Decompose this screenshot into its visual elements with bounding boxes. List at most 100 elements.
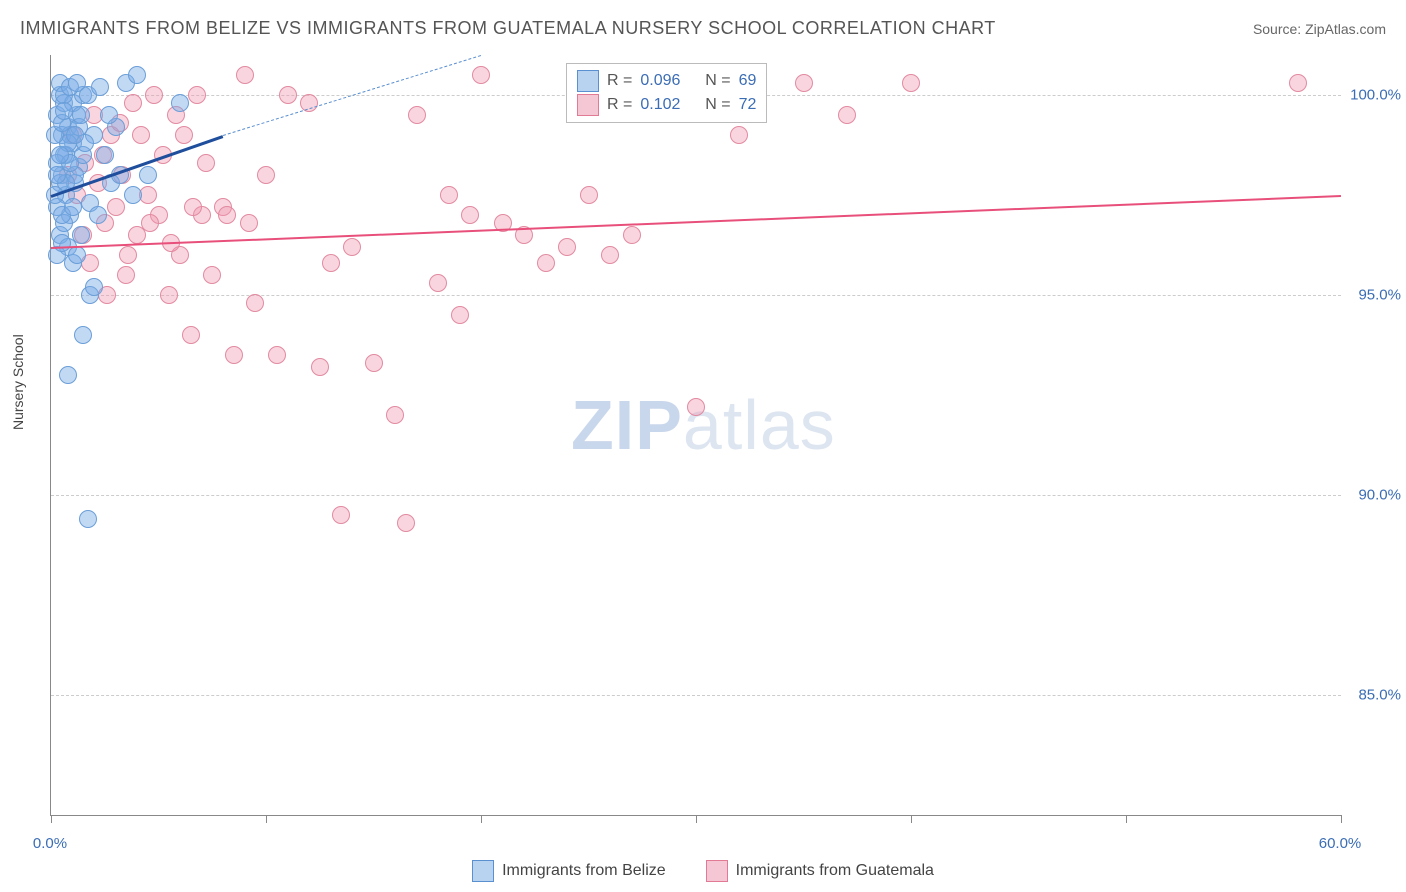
scatter-point	[687, 398, 705, 416]
r-value: 0.102	[640, 96, 680, 114]
scatter-point	[100, 106, 118, 124]
scatter-point	[558, 238, 576, 256]
scatter-point	[440, 186, 458, 204]
scatter-point	[119, 246, 137, 264]
scatter-point	[141, 214, 159, 232]
x-tick	[1126, 815, 1127, 823]
scatter-point	[902, 74, 920, 92]
scatter-point	[124, 94, 142, 112]
legend-swatch	[577, 70, 599, 92]
scatter-point	[322, 254, 340, 272]
scatter-point	[365, 354, 383, 372]
y-axis-label: Nursery School	[10, 334, 26, 430]
x-tick	[266, 815, 267, 823]
scatter-point	[72, 106, 90, 124]
r-label: R =	[607, 96, 632, 114]
scatter-point	[188, 86, 206, 104]
scatter-point	[132, 126, 150, 144]
scatter-point	[601, 246, 619, 264]
scatter-point	[397, 514, 415, 532]
x-tick	[696, 815, 697, 823]
scatter-point	[91, 78, 109, 96]
legend-swatch	[472, 860, 494, 882]
x-tick	[51, 815, 52, 823]
y-tick-label: 90.0%	[1358, 487, 1401, 504]
scatter-point	[236, 66, 254, 84]
scatter-point	[730, 126, 748, 144]
plot-area: ZIPatlas 85.0%90.0%95.0%100.0%	[50, 55, 1341, 816]
scatter-point	[795, 74, 813, 92]
scatter-point	[53, 234, 71, 252]
scatter-point	[268, 346, 286, 364]
scatter-point	[68, 246, 86, 264]
scatter-point	[64, 198, 82, 216]
legend-swatch	[706, 860, 728, 882]
scatter-point	[240, 214, 258, 232]
scatter-point	[1289, 74, 1307, 92]
scatter-point	[79, 510, 97, 528]
scatter-point	[623, 226, 641, 244]
scatter-point	[279, 86, 297, 104]
scatter-point	[537, 254, 555, 272]
gridline-h	[51, 295, 1341, 296]
n-value: 69	[739, 72, 757, 90]
n-label: N =	[705, 96, 730, 114]
scatter-point	[203, 266, 221, 284]
legend-label: Immigrants from Guatemala	[736, 862, 934, 880]
legend-row: R = 0.096 N = 69	[577, 70, 756, 92]
legend-item: Immigrants from Belize	[472, 860, 666, 882]
scatter-point	[85, 278, 103, 296]
r-label: R =	[607, 72, 632, 90]
y-tick-label: 100.0%	[1350, 87, 1401, 104]
scatter-point	[184, 198, 202, 216]
scatter-point	[246, 294, 264, 312]
x-tick	[911, 815, 912, 823]
scatter-point	[461, 206, 479, 224]
scatter-point	[72, 226, 90, 244]
source-label: Source: ZipAtlas.com	[1253, 21, 1386, 37]
x-tick-label: 0.0%	[33, 835, 67, 852]
scatter-point	[128, 66, 146, 84]
scatter-point	[451, 306, 469, 324]
scatter-point	[580, 186, 598, 204]
scatter-point	[197, 154, 215, 172]
gridline-h	[51, 695, 1341, 696]
r-value: 0.096	[640, 72, 680, 90]
x-tick	[481, 815, 482, 823]
y-tick-label: 95.0%	[1358, 287, 1401, 304]
x-tick	[1341, 815, 1342, 823]
scatter-point	[175, 126, 193, 144]
scatter-point	[48, 166, 66, 184]
legend-swatch	[577, 94, 599, 116]
n-value: 72	[739, 96, 757, 114]
legend-top: R = 0.096 N = 69 R = 0.102 N = 72	[566, 63, 767, 123]
scatter-point	[89, 206, 107, 224]
legend-bottom: Immigrants from Belize Immigrants from Gu…	[0, 860, 1406, 882]
scatter-point	[408, 106, 426, 124]
scatter-point	[74, 326, 92, 344]
scatter-point	[96, 146, 114, 164]
scatter-point	[838, 106, 856, 124]
scatter-point	[145, 86, 163, 104]
scatter-point	[124, 186, 142, 204]
scatter-point	[139, 166, 157, 184]
scatter-point	[107, 198, 125, 216]
scatter-point	[332, 506, 350, 524]
x-tick-label: 60.0%	[1319, 835, 1362, 852]
gridline-h	[51, 495, 1341, 496]
chart-title: IMMIGRANTS FROM BELIZE VS IMMIGRANTS FRO…	[20, 18, 996, 39]
scatter-point	[429, 274, 447, 292]
scatter-point	[55, 102, 73, 120]
scatter-point	[386, 406, 404, 424]
scatter-point	[218, 206, 236, 224]
n-label: N =	[705, 72, 730, 90]
scatter-point	[51, 146, 69, 164]
scatter-point	[160, 286, 178, 304]
scatter-point	[117, 266, 135, 284]
legend-label: Immigrants from Belize	[502, 862, 666, 880]
scatter-point	[171, 94, 189, 112]
legend-row: R = 0.102 N = 72	[577, 94, 756, 116]
scatter-point	[182, 326, 200, 344]
scatter-point	[343, 238, 361, 256]
scatter-point	[225, 346, 243, 364]
